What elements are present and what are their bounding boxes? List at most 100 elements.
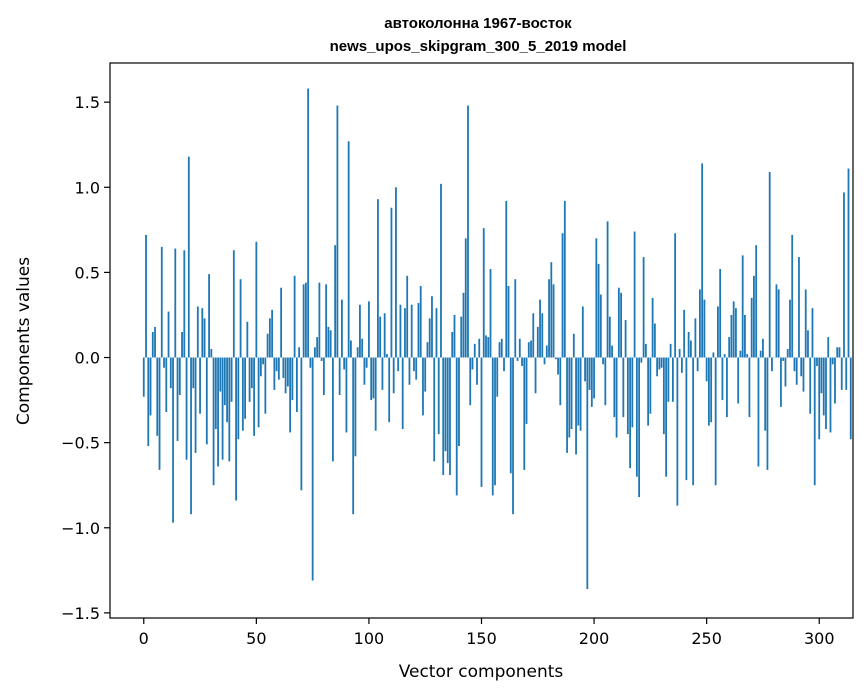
bar-51 xyxy=(257,357,260,428)
bar-75 xyxy=(311,357,314,581)
bar-117 xyxy=(406,275,409,358)
bar-120 xyxy=(413,357,415,372)
bar-67 xyxy=(293,275,296,358)
bar-123 xyxy=(419,286,422,358)
bar-183 xyxy=(554,357,557,360)
bar-312 xyxy=(845,357,848,390)
bar-203 xyxy=(599,294,602,358)
bar-114 xyxy=(399,304,402,358)
bar-42 xyxy=(237,357,240,440)
bar-221 xyxy=(640,357,643,363)
bar-34 xyxy=(219,357,222,392)
bar-285 xyxy=(784,357,787,387)
bar-70 xyxy=(300,357,303,491)
bar-156 xyxy=(494,357,496,486)
bar-126 xyxy=(426,342,429,358)
bar-122 xyxy=(417,303,420,358)
bar-83 xyxy=(329,330,332,358)
bar-140 xyxy=(458,357,460,447)
bar-61 xyxy=(280,287,283,358)
bar-245 xyxy=(694,318,697,358)
bar-31 xyxy=(212,357,215,486)
bar-39 xyxy=(230,357,233,402)
bar-210 xyxy=(615,357,618,438)
bar-62 xyxy=(282,357,285,378)
bar-224 xyxy=(647,357,650,426)
bar-58 xyxy=(273,357,276,390)
bar-236 xyxy=(674,233,677,358)
bar-72 xyxy=(304,282,307,358)
bar-22 xyxy=(192,357,195,389)
bar-265 xyxy=(739,350,742,358)
x-tick-label-300: 300 xyxy=(804,629,835,648)
bar-133 xyxy=(442,357,445,475)
bar-169 xyxy=(523,357,526,470)
bar-286 xyxy=(786,349,789,358)
bar-311 xyxy=(843,192,845,358)
bar-307 xyxy=(834,357,836,404)
bar-125 xyxy=(424,357,427,392)
bar-108 xyxy=(386,354,388,358)
bar-272 xyxy=(755,245,758,358)
bar-44 xyxy=(241,357,244,431)
bar-90 xyxy=(345,357,348,433)
bar-297 xyxy=(811,308,814,358)
bar-86 xyxy=(336,105,339,358)
bar-111 xyxy=(392,357,395,394)
bar-287 xyxy=(789,299,791,358)
bar-262 xyxy=(732,301,735,358)
bar-257 xyxy=(721,357,724,401)
bar-104 xyxy=(377,199,379,358)
bar-26 xyxy=(201,308,204,358)
bars-group xyxy=(142,88,852,590)
bar-118 xyxy=(408,357,411,385)
bar-250 xyxy=(705,357,708,382)
bar-215 xyxy=(626,357,629,435)
bar-306 xyxy=(831,357,834,365)
bar-38 xyxy=(228,357,231,462)
bar-278 xyxy=(768,171,771,358)
bar-33 xyxy=(217,357,219,467)
bar-138 xyxy=(453,314,456,358)
bar-206 xyxy=(606,221,609,358)
bar-283 xyxy=(780,357,782,407)
bar-160 xyxy=(503,357,505,372)
bar-186 xyxy=(561,233,564,358)
bar-242 xyxy=(687,331,690,358)
bar-244 xyxy=(692,357,695,486)
bar-191 xyxy=(572,333,575,358)
bar-211 xyxy=(617,287,620,358)
bar-256 xyxy=(719,269,722,358)
bar-50 xyxy=(255,241,258,358)
bar-60 xyxy=(277,357,280,380)
bar-103 xyxy=(374,357,377,431)
bar-259 xyxy=(726,357,728,418)
bar-85 xyxy=(334,245,337,358)
bar-270 xyxy=(750,297,753,358)
bar-101 xyxy=(370,357,373,401)
bar-132 xyxy=(440,183,442,358)
bar-81 xyxy=(325,284,328,358)
bar-89 xyxy=(343,357,346,370)
bar-73 xyxy=(307,88,310,358)
bar-226 xyxy=(651,297,654,358)
bar-273 xyxy=(757,357,760,467)
bar-304 xyxy=(827,337,830,358)
bar-194 xyxy=(579,357,582,431)
bar-49 xyxy=(253,357,255,436)
bar-82 xyxy=(327,326,330,358)
bar-53 xyxy=(262,357,264,365)
bar-32 xyxy=(214,357,217,430)
bar-102 xyxy=(372,357,375,399)
bar-155 xyxy=(491,357,494,496)
x-tick-label-150: 150 xyxy=(466,629,497,648)
bar-129 xyxy=(433,357,436,462)
bar-94 xyxy=(354,357,357,457)
bar-294 xyxy=(804,289,807,358)
bar-178 xyxy=(543,357,546,365)
bar-246 xyxy=(696,357,699,372)
bar-115 xyxy=(401,357,404,430)
bar-77 xyxy=(316,337,319,358)
bar-127 xyxy=(428,318,431,358)
bar-52 xyxy=(259,357,262,377)
